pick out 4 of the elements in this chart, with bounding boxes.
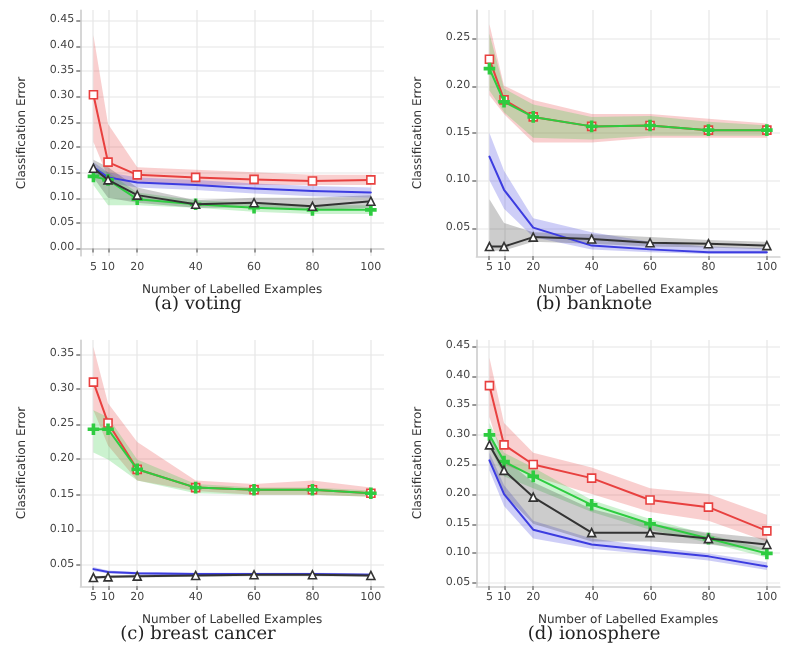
text: (b) banknote	[535, 295, 653, 315]
text: (d) ionosphere	[527, 625, 661, 645]
text: (c) breast cancer	[120, 625, 278, 645]
text: (a) voting	[154, 295, 243, 315]
